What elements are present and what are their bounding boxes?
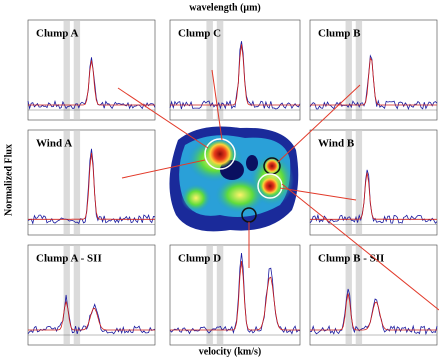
figure: wavelength (μm) velocity (km/s) Normaliz… xyxy=(0,0,439,359)
panel-title: Clump C xyxy=(178,28,221,40)
panel-title: Wind B xyxy=(318,138,355,150)
spectrum-panel: Clump A xyxy=(28,20,155,120)
spectrum-panel: Clump D xyxy=(170,245,300,345)
panel-title: Wind A xyxy=(36,138,72,150)
panel-title: Clump A - SII xyxy=(36,253,102,265)
spectrum-panel: Clump A - SII xyxy=(28,245,155,345)
spectrum-panel: Clump C xyxy=(170,20,300,120)
spectrum-panel: Clump B xyxy=(310,20,437,120)
spectrum-panel: Wind B xyxy=(310,130,437,235)
left-axis-label: Normalized Flux xyxy=(3,144,14,216)
panel-title: Clump B xyxy=(318,28,361,40)
spectrum-panel: Clump B - SII xyxy=(310,245,437,345)
top-axis-label: wavelength (μm) xyxy=(189,2,261,13)
map-image xyxy=(165,125,300,235)
bottom-axis-label: velocity (km/s) xyxy=(199,346,262,357)
panel-title: Clump A xyxy=(36,28,79,40)
spectrum-panel: Wind A xyxy=(28,130,155,235)
panel-title: Clump D xyxy=(178,253,221,265)
